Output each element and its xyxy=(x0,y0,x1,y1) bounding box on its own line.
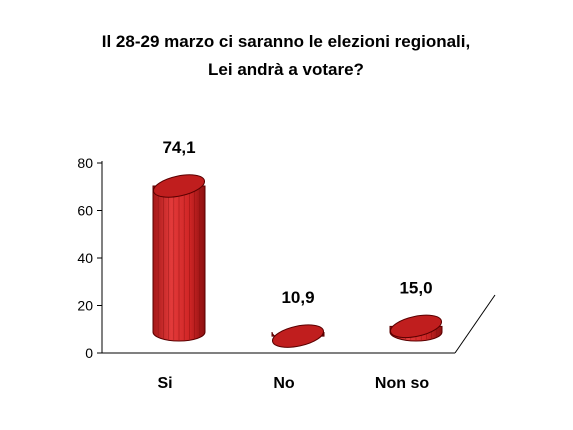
bar xyxy=(389,314,443,342)
data-label: 15,0 xyxy=(399,278,432,297)
chart-title-line-1: Il 28-29 marzo ci saranno le elezioni re… xyxy=(102,32,470,51)
data-label: 10,9 xyxy=(281,288,314,307)
bar-top xyxy=(271,324,325,348)
y-tick-label: 20 xyxy=(77,298,93,314)
y-tick-label: 40 xyxy=(77,250,93,266)
category-label: No xyxy=(273,375,295,392)
chart-title-line-2: Lei andrà a votare? xyxy=(208,60,364,79)
category-labels: Si No Non so xyxy=(157,375,429,392)
category-label: Si xyxy=(157,375,172,392)
data-label: 74,1 xyxy=(162,138,195,157)
category-label: Non so xyxy=(375,375,429,392)
bar-top xyxy=(152,174,206,198)
bars xyxy=(152,174,443,348)
floor-depth-edge xyxy=(454,294,496,354)
data-labels: 74,1 10,9 15,0 xyxy=(162,138,432,307)
y-tick-label: 0 xyxy=(85,345,93,361)
y-axis-ticks: 0 20 40 60 80 xyxy=(77,155,102,361)
y-tick-label: 60 xyxy=(77,203,93,219)
chart-axes xyxy=(101,161,496,354)
bar-top xyxy=(389,314,443,339)
bar xyxy=(152,174,206,342)
bar xyxy=(271,324,325,348)
chart-title: Il 28-29 marzo ci saranno le elezioni re… xyxy=(102,32,470,79)
y-tick-label: 80 xyxy=(77,155,93,171)
